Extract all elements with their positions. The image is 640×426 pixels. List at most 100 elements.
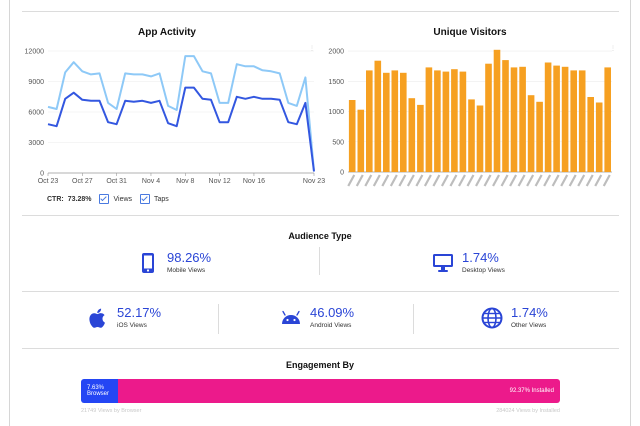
- divider-platforms: [22, 291, 619, 292]
- views-legend-label: Views: [113, 195, 133, 203]
- chart-menu-icon[interactable]: ⋮: [309, 46, 315, 52]
- y-tick-label: 500: [332, 139, 344, 146]
- divider-engagement: [22, 348, 619, 349]
- desktop-views-value: 1.74%: [462, 250, 499, 265]
- taps-checkbox[interactable]: [140, 194, 151, 204]
- android-views-label: Android Views: [310, 322, 352, 329]
- browser-segment[interactable]: 7.63% Browser: [81, 379, 118, 403]
- x-tick-label-blurred: [594, 174, 603, 187]
- panel-right-border: [630, 0, 631, 426]
- engagement-split-bar: 7.63% Browser 92.37% Installed: [81, 379, 560, 403]
- x-tick-label-blurred: [475, 174, 483, 187]
- visitor-bar: [587, 97, 594, 172]
- visitor-bar: [519, 66, 526, 172]
- visitor-bar: [570, 70, 577, 172]
- globe-icon: [481, 307, 503, 329]
- x-tick-label-blurred: [372, 174, 381, 187]
- x-tick-label-blurred: [560, 174, 569, 187]
- visitor-bar: [417, 104, 424, 172]
- x-tick-label-blurred: [415, 174, 424, 187]
- x-tick-label-blurred: [440, 174, 449, 187]
- y-tick-label: 0: [340, 170, 344, 177]
- visitor-bar: [425, 67, 433, 172]
- x-tick-label-blurred: [534, 174, 543, 187]
- visitor-bar: [366, 70, 373, 172]
- x-tick-label-blurred: [398, 174, 407, 187]
- ios-views-stat: 52.17% iOS Views: [87, 306, 161, 329]
- x-tick-label-blurred: [406, 174, 415, 187]
- visitor-bar: [510, 67, 518, 172]
- app-activity-title: App Activity: [138, 27, 196, 38]
- x-tick-label-blurred: [355, 174, 364, 187]
- x-tick-label-blurred: [466, 174, 475, 187]
- desktop-views-stat: 1.74% Desktop Views: [432, 251, 505, 274]
- visitor-bar: [391, 70, 399, 172]
- x-tick-label-blurred: [364, 174, 373, 187]
- x-tick-label-blurred: [458, 174, 466, 187]
- visitor-bar: [348, 100, 356, 172]
- x-tick-label-blurred: [577, 174, 586, 187]
- visitor-bar: [434, 70, 441, 172]
- visitor-bar: [383, 72, 390, 172]
- ctr-value: 73.28%: [67, 195, 92, 203]
- ios-views-value: 52.17%: [117, 305, 162, 320]
- series-line-taps: [47, 86, 315, 172]
- mobile-views-value: 98.26%: [167, 250, 212, 265]
- visitor-bar: [476, 105, 484, 172]
- other-views-label: Other Views: [511, 322, 547, 329]
- x-tick-label-blurred: [423, 174, 432, 187]
- y-tick-label: 12000: [25, 49, 45, 56]
- x-tick-label: Oct 31: [106, 178, 127, 185]
- android-views-value: 46.09%: [310, 305, 355, 320]
- visitor-bar: [553, 65, 560, 172]
- x-tick-label: Oct 27: [72, 178, 93, 185]
- series-line-views: [47, 55, 315, 172]
- visitor-bar: [604, 67, 611, 172]
- chart-menu-icon-2[interactable]: ⋮: [610, 46, 616, 52]
- unique-visitors-title: Unique Visitors: [433, 27, 507, 38]
- ctr-label: CTR:: [47, 195, 64, 203]
- apple-icon: [87, 307, 109, 329]
- other-views-value: 1.74%: [511, 305, 548, 320]
- x-tick-label-blurred: [381, 174, 390, 187]
- x-tick-label: Nov 16: [243, 178, 265, 185]
- visitor-bar: [468, 99, 475, 172]
- divider-audience: [22, 215, 619, 216]
- x-tick-label-blurred: [500, 174, 509, 187]
- android-icon: [280, 307, 302, 329]
- desktop-monitor-icon: [432, 252, 454, 274]
- x-tick-label-blurred: [543, 174, 552, 187]
- audience-separator: [319, 247, 320, 275]
- desktop-views-label: Desktop Views: [462, 267, 505, 274]
- x-tick-label-blurred: [492, 174, 500, 187]
- x-tick-label-blurred: [432, 174, 441, 187]
- visitor-bar: [408, 98, 416, 172]
- x-tick-label-blurred: [568, 174, 577, 187]
- top-divider: [22, 11, 619, 12]
- taps-legend-label: Taps: [154, 195, 169, 203]
- installed-segment[interactable]: 92.37% Installed: [117, 379, 560, 403]
- mobile-views-label: Mobile Views: [167, 267, 206, 274]
- x-tick-label-blurred: [449, 174, 458, 187]
- browser-segment-label: 7.63% Browser: [87, 385, 110, 397]
- visitor-bar: [485, 63, 492, 173]
- installed-views-subtext: 284024 Views by Installed: [496, 408, 560, 414]
- visitor-bar: [561, 66, 569, 172]
- audience-type-title: Audience Type: [288, 231, 352, 241]
- panel-left-border: [9, 0, 10, 426]
- y-tick-label: 1000: [328, 109, 344, 116]
- x-tick-label: Oct 23: [38, 178, 59, 185]
- visitor-bar: [536, 101, 543, 172]
- views-checkbox[interactable]: [99, 194, 110, 204]
- visitor-bar: [442, 71, 450, 172]
- x-tick-label-blurred: [483, 174, 492, 187]
- mobile-phone-icon: [137, 252, 159, 274]
- x-tick-label-blurred: [526, 174, 535, 187]
- x-tick-label-blurred: [389, 174, 398, 187]
- installed-segment-label: 92.37% Installed: [509, 388, 554, 394]
- browser-views-subtext: 21749 Views by Browser: [81, 408, 142, 414]
- visitor-bar: [578, 70, 586, 172]
- ios-views-label: iOS Views: [117, 322, 147, 329]
- visitor-bar: [595, 102, 603, 172]
- x-tick-label: Nov 4: [142, 178, 160, 185]
